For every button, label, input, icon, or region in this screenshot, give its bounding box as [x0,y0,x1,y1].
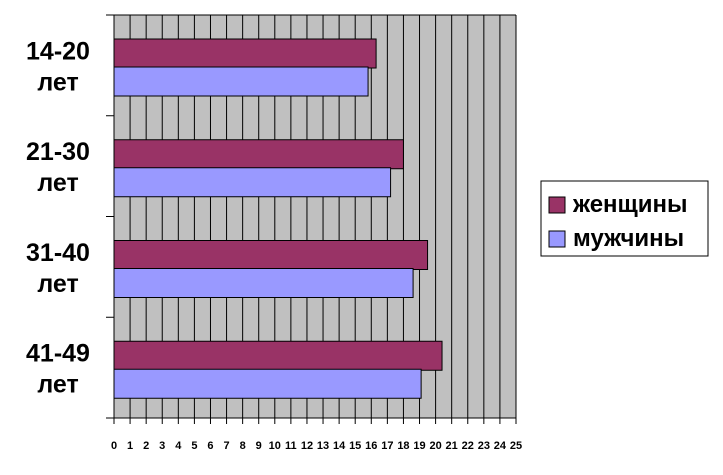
x-tick-label: 6 [207,440,213,452]
legend-swatch [548,230,566,248]
x-tick-label: 18 [397,440,409,452]
bar-women-2 [113,240,429,270]
bars [113,38,443,399]
x-tick-label: 4 [175,440,182,452]
bar-men-0 [113,66,369,97]
legend-label: женщины [572,191,688,218]
x-tick-label: 3 [159,440,165,452]
x-tick-label: 10 [269,440,281,452]
x-tick-label: 15 [349,440,361,452]
x-tick-label: 0 [111,440,117,452]
x-tick-label: 16 [365,440,377,452]
category-labels: 14-20 лет 21-30 лет 31-40 лет 41-49 лет [26,37,90,398]
x-tick-label: 17 [381,440,393,452]
x-tick-label: 13 [317,440,329,452]
x-tick-label: 21 [446,440,458,452]
x-tick-label: 7 [223,440,229,452]
x-tick-label: 9 [256,440,262,452]
x-tick-label: 12 [301,440,313,452]
legend-label: мужчины [573,225,684,252]
bar-women-3 [113,340,443,371]
legend-box [540,180,709,257]
category-label: 31-40 лет [26,239,90,298]
x-tick-label: 23 [478,440,490,452]
bar-men-3 [113,368,422,399]
x-tick-labels: 0 1 2 3 4 5 6 7 8 9 10 11 12 13 14 15 16 17 18 19 20 21 22 23 24… [111,440,522,452]
legend-swatch [548,196,566,214]
x-tick-label: 5 [191,440,197,452]
legend: женщины мужчины [540,180,709,257]
x-tick-label: 2 [143,440,149,452]
bar-women-0 [113,38,377,69]
bar-women-1 [113,139,404,170]
x-tick-label: 19 [413,440,425,452]
x-tick-label: 20 [429,440,441,452]
x-tick-label: 22 [462,440,474,452]
x-tick-label: 25 [510,440,522,452]
x-tick-label: 14 [333,440,346,452]
x-tick-label: 11 [285,440,297,452]
x-tick-label: 1 [127,440,133,452]
x-tick-label: 24 [494,440,507,452]
category-label: 14-20 лет [26,37,90,96]
bar-men-2 [113,268,414,298]
bar-men-1 [113,167,392,198]
x-tick-label: 8 [240,440,246,452]
category-label: 21-30 лет [26,138,90,197]
axes [106,14,517,424]
category-label: 41-49 лет [26,340,90,399]
